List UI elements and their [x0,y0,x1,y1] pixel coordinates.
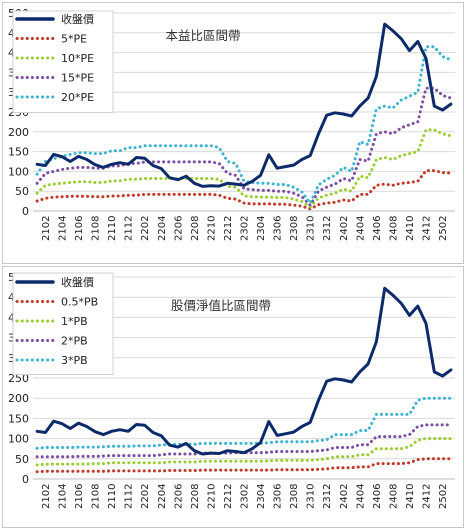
x-tick-label: 2108 [91,484,102,509]
x-tick-label: 2306 [273,484,284,509]
x-tick-label: 2208 [190,216,201,241]
chart-title: 本益比區間帶 [165,28,240,43]
x-tick-label: 2206 [173,484,184,509]
x-tick-label: 2102 [41,484,52,509]
series-line-band-4 [35,396,453,450]
legend [12,10,114,113]
series-line-band-1 [35,457,453,474]
x-tick-label: 2410 [405,216,416,241]
x-tick-label: 2410 [405,484,416,509]
x-tick-label: 2302 [240,216,251,241]
x-tick-label: 2210 [206,484,217,509]
x-tick-label: 2210 [206,216,217,241]
x-tick-label: 2106 [74,216,85,241]
x-tick-label: 2304 [256,484,267,509]
pb-band-chart: 0501001502002503003504004505002102210421… [8,271,455,509]
x-tick-label: 2208 [190,484,201,509]
x-tick-label: 2404 [355,484,366,509]
series-line-band-4 [35,45,453,205]
x-tick-label: 2112 [124,484,135,509]
pe-band-chart: 0501001502002503003504004505002102210421… [8,7,455,241]
legend-label: 20*PE [61,91,94,104]
y-tick-label: 0 [22,205,29,218]
x-tick-label: 2404 [355,216,366,241]
x-tick-label: 2104 [57,484,68,509]
x-tick-label: 2108 [91,216,102,241]
x-tick-label: 2502 [438,484,449,509]
y-tick-label: 200 [8,392,29,405]
x-tick-label: 2502 [438,216,449,241]
x-tick-label: 2304 [256,216,267,241]
series-line-price [35,286,453,456]
y-tick-label: 100 [8,433,29,446]
y-tick-label: 150 [8,146,29,159]
series-line-band-1 [35,169,453,211]
pb-band-chart-panel: 0501001502002503003504004505002102210421… [2,266,464,528]
x-tick-label: 2202 [140,216,151,241]
x-tick-label: 2212 [223,216,234,241]
x-tick-label: 2204 [157,484,168,509]
series-line-band-2 [35,128,453,209]
x-tick-label: 2102 [41,216,52,241]
x-tick-label: 2408 [388,484,399,509]
legend-label: 5*PE [61,33,87,46]
x-tick-label: 2402 [339,216,350,241]
x-tick-label: 2104 [57,216,68,241]
x-tick-label: 2402 [339,484,350,509]
x-tick-label: 2110 [107,216,118,241]
x-tick-label: 2112 [124,216,135,241]
series-line-band-3 [35,86,453,207]
x-tick-label: 2212 [223,484,234,509]
x-tick-label: 2406 [372,216,383,241]
y-tick-label: 0 [22,473,29,486]
x-tick-label: 2406 [372,484,383,509]
legend [12,272,114,375]
chart-title: 股價淨值比區間帶 [171,298,271,313]
legend-label: 收盤價 [61,12,94,26]
legend-label: 0.5*PB [61,296,98,309]
legend-label: 15*PE [61,72,94,85]
x-tick-label: 2310 [306,216,317,241]
x-tick-label: 2308 [289,216,300,241]
series-line-band-2 [35,437,453,467]
legend-label: 10*PE [61,52,94,65]
x-tick-label: 2306 [273,216,284,241]
legend-label: 2*PB [61,335,88,348]
x-tick-label: 2308 [289,484,300,509]
x-tick-label: 2310 [306,484,317,509]
legend-label: 1*PB [61,315,88,328]
legend-label: 3*PB [61,354,88,367]
y-tick-label: 250 [8,372,29,385]
x-tick-label: 2312 [322,216,333,241]
y-tick-label: 50 [15,453,29,466]
x-tick-label: 2106 [74,484,85,509]
x-tick-label: 2408 [388,216,399,241]
y-tick-label: 200 [8,126,29,139]
pe-band-chart-panel: 0501001502002503003504004505002102210421… [2,2,464,264]
x-tick-label: 2312 [322,484,333,509]
x-tick-label: 2302 [240,484,251,509]
x-tick-label: 2204 [157,216,168,241]
y-tick-label: 150 [8,412,29,425]
x-tick-label: 2412 [422,216,433,241]
x-tick-label: 2412 [422,484,433,509]
y-tick-label: 50 [15,185,29,198]
series-line-price [35,22,453,188]
x-tick-label: 2202 [140,484,151,509]
y-tick-label: 100 [8,165,29,178]
x-tick-label: 2110 [107,484,118,509]
legend-label: 收盤價 [61,275,94,289]
x-tick-label: 2206 [173,216,184,241]
